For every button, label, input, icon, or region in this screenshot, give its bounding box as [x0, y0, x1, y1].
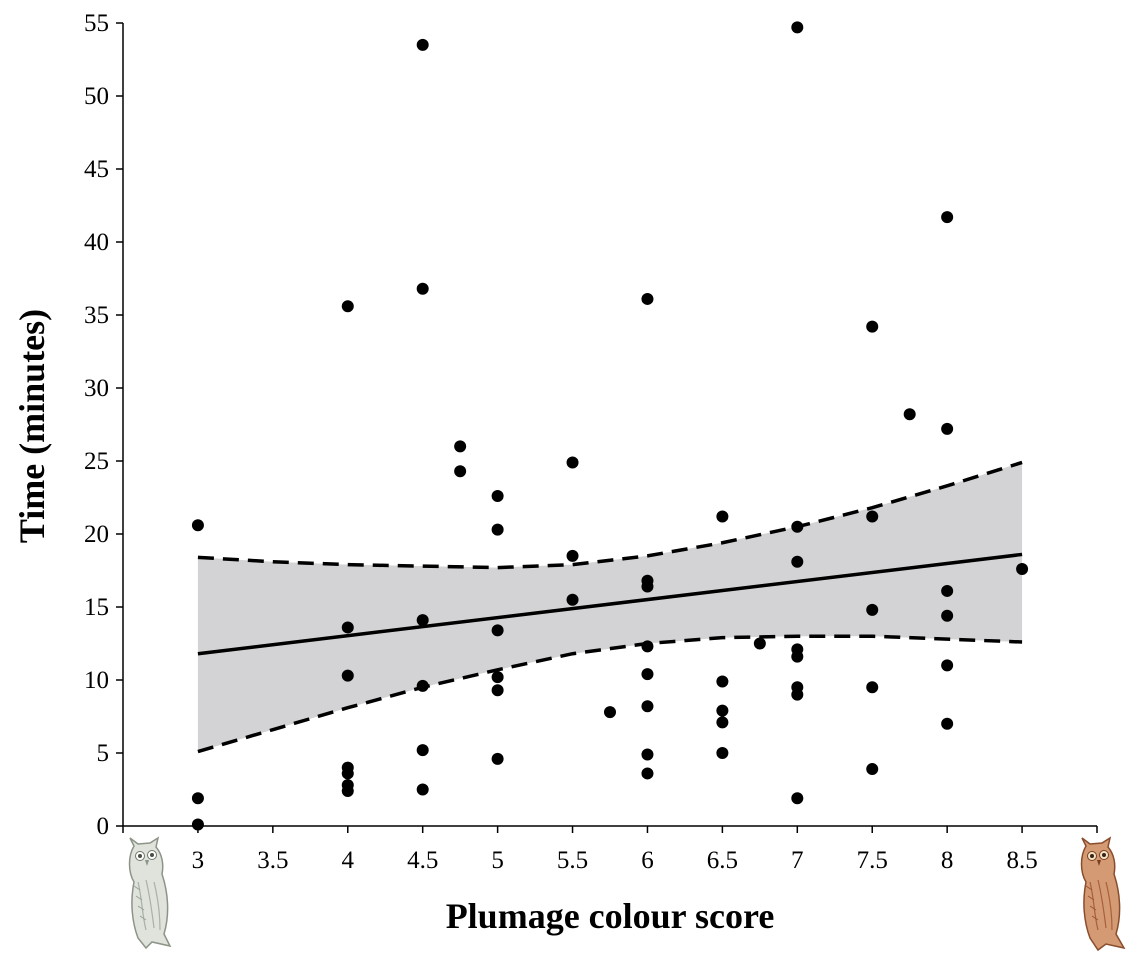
data-point — [416, 783, 429, 796]
data-point — [191, 818, 204, 831]
data-point — [416, 744, 429, 757]
data-point — [454, 440, 467, 453]
data-point — [941, 422, 954, 435]
y-tick-label: 5 — [97, 740, 110, 767]
data-point — [341, 669, 354, 682]
data-point — [866, 763, 879, 776]
data-point — [641, 292, 654, 305]
data-point — [791, 650, 804, 663]
data-point — [716, 747, 729, 759]
data-point — [791, 555, 804, 568]
regression-line — [197, 552, 1023, 656]
x-tick-label: 7.5 — [857, 847, 888, 874]
data-point — [753, 637, 766, 650]
grey-owl-icon — [128, 836, 172, 950]
data-point — [941, 659, 954, 672]
x-tick-label: 5 — [491, 847, 504, 874]
data-point — [416, 38, 429, 51]
data-point — [341, 784, 354, 797]
data-point — [716, 704, 729, 717]
data-point — [866, 681, 879, 694]
data-point — [641, 700, 654, 713]
data-point — [641, 668, 654, 681]
data-points — [191, 21, 1029, 831]
data-point — [604, 706, 616, 719]
data-point — [491, 624, 504, 637]
data-point — [491, 523, 504, 536]
y-tick-label: 25 — [84, 448, 109, 475]
data-point — [941, 717, 954, 730]
data-point — [941, 584, 954, 597]
y-tick-label: 15 — [84, 594, 109, 621]
data-point — [191, 792, 204, 805]
confidence-band — [197, 462, 1023, 752]
fit-lines — [197, 460, 1023, 754]
tick-labels: 0 5 10 15 20 25 30 35 40 45 50 55 3 3.5 4 4.5 5 5.5 6 6.5 7 7… — [84, 10, 1038, 874]
y-axis-title: Time (minutes) — [12, 309, 52, 543]
ci-upper-line — [197, 460, 1023, 570]
axes — [116, 22, 1098, 833]
data-point — [866, 603, 879, 616]
data-point — [566, 456, 579, 469]
data-point — [341, 300, 354, 313]
ci-lower-line — [197, 634, 1023, 754]
data-point — [191, 519, 204, 532]
data-point — [716, 675, 729, 688]
x-tick-label: 3.5 — [257, 847, 288, 874]
data-point — [416, 679, 429, 692]
x-tick-label: 3 — [192, 847, 205, 874]
data-point — [641, 748, 654, 761]
x-tick-label: 4 — [342, 847, 355, 874]
data-point — [341, 767, 354, 780]
data-point — [491, 671, 504, 684]
data-point — [641, 580, 654, 593]
x-tick-label: 8 — [941, 847, 954, 874]
data-point — [641, 767, 654, 780]
data-point — [791, 688, 804, 701]
data-point — [491, 752, 504, 765]
x-tick-label: 7 — [791, 847, 804, 874]
x-tick-label: 4.5 — [407, 847, 438, 874]
data-point — [716, 510, 729, 523]
y-tick-label: 30 — [84, 375, 109, 402]
data-point — [716, 716, 729, 729]
confidence-band-layer — [197, 462, 1023, 752]
data-point — [341, 621, 354, 634]
x-tick-label: 5.5 — [557, 847, 588, 874]
y-tick-label: 35 — [84, 302, 109, 329]
data-point — [866, 320, 879, 333]
data-point — [566, 549, 579, 562]
data-point — [791, 520, 804, 533]
x-tick-label: 8.5 — [1006, 847, 1037, 874]
y-tick-label: 45 — [84, 156, 109, 183]
data-point — [791, 792, 804, 805]
y-tick-label: 40 — [84, 229, 109, 256]
data-point — [454, 465, 467, 478]
data-point — [641, 640, 654, 653]
data-point — [1016, 563, 1029, 576]
x-tick-label: 6 — [641, 847, 654, 874]
data-point — [903, 408, 916, 421]
data-point — [416, 282, 429, 295]
y-tick-label: 20 — [84, 521, 109, 548]
data-point — [866, 510, 879, 523]
data-point — [941, 609, 954, 622]
data-point — [566, 593, 579, 606]
data-point — [791, 21, 804, 34]
y-tick-label: 0 — [97, 813, 110, 840]
rufous-owl-icon — [1080, 836, 1126, 952]
data-point — [491, 490, 504, 503]
data-point — [941, 211, 954, 224]
y-tick-label: 50 — [84, 83, 109, 110]
data-point — [416, 614, 429, 627]
x-axis-title: Plumage colour score — [446, 896, 775, 936]
y-tick-label: 55 — [84, 10, 109, 37]
y-tick-label: 10 — [84, 667, 109, 694]
data-point — [491, 684, 504, 697]
x-tick-label: 6.5 — [707, 847, 738, 874]
